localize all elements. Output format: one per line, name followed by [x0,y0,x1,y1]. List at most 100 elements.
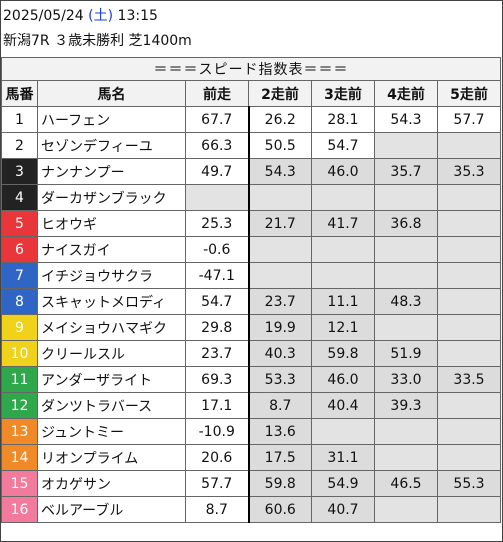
table-row: 12 ダンツトラバース 17.1 8.7 40.4 39.3 [1,392,501,419]
horse-number-cell: 2 [1,132,38,159]
speed-value-cell: 46.0 [311,366,375,393]
speed-value-cell [374,444,438,471]
speed-value-cell: 21.7 [248,210,312,237]
table-row: 11 アンダーザライト 69.3 53.3 46.0 33.0 33.5 [1,366,501,393]
speed-value-cell [248,236,312,263]
speed-value-cell [437,288,501,315]
speed-value-cell: 40.3 [248,340,312,367]
horse-number-cell: 5 [1,210,38,237]
speed-value-cell: 40.7 [311,496,375,523]
horse-number-cell: 4 [1,184,38,211]
speed-value-cell [248,262,312,289]
table-row: 1 ハーフェン 67.7 26.2 28.1 54.3 57.7 [1,106,501,133]
speed-value-cell: 54.7 [185,288,250,315]
speed-value-cell: 54.3 [374,106,438,133]
speed-value-cell: 31.1 [311,444,375,471]
horse-number-cell: 9 [1,314,38,341]
speed-value-cell: 36.8 [374,210,438,237]
speed-value-cell: 57.7 [185,470,250,497]
speed-value-cell: 25.3 [185,210,250,237]
horse-number-cell: 10 [1,340,38,367]
col-header-number: 馬番 [1,80,38,107]
speed-value-cell: 35.7 [374,158,438,185]
speed-value-cell: -47.1 [185,262,250,289]
horse-number-cell: 12 [1,392,38,419]
speed-value-cell [437,340,501,367]
horse-name-cell: ダーカザンブラック [37,184,186,211]
speed-value-cell: 8.7 [185,496,250,523]
speed-value-cell: 26.2 [248,106,312,133]
horse-name-cell: セゾンデフィーユ [37,132,186,159]
speed-value-cell: 23.7 [185,340,250,367]
table-row: 9 メイショウハマギク 29.8 19.9 12.1 [1,314,501,341]
speed-value-cell [311,236,375,263]
table-row: 10 クリールスル 23.7 40.3 59.8 51.9 [1,340,501,367]
speed-value-cell: 40.4 [311,392,375,419]
horse-name-cell: ジュントミー [37,418,186,445]
speed-value-cell: 53.3 [248,366,312,393]
horse-name-cell: スキャットメロディ [37,288,186,315]
speed-value-cell [437,262,501,289]
horse-name-cell: ベルアーブル [37,496,186,523]
speed-value-cell: 55.3 [437,470,501,497]
speed-value-cell: 20.6 [185,444,250,471]
horse-number-cell: 3 [1,158,38,185]
speed-value-cell: 57.7 [437,106,501,133]
race-date: 2025/05/24 [3,8,84,24]
race-datetime: 2025/05/24 (土) 13:15 [3,7,158,25]
speed-value-cell [437,314,501,341]
horse-name-cell: ハーフェン [37,106,186,133]
speed-value-cell: 49.7 [185,158,250,185]
speed-value-cell [374,418,438,445]
horse-name-cell: ダンツトラバース [37,392,186,419]
table-row: 14 リオンプライム 20.6 17.5 31.1 [1,444,501,471]
speed-value-cell: 66.3 [185,132,250,159]
speed-value-cell: 13.6 [248,418,312,445]
speed-value-cell: 12.1 [311,314,375,341]
speed-value-cell: 17.5 [248,444,312,471]
col-header-2: 2走前 [248,80,312,107]
speed-value-cell: -0.6 [185,236,250,263]
speed-value-cell: 28.1 [311,106,375,133]
speed-value-cell: 46.5 [374,470,438,497]
speed-value-cell: 35.3 [437,158,501,185]
speed-value-cell [374,132,438,159]
speed-value-cell: 54.3 [248,158,312,185]
speed-value-cell: 8.7 [248,392,312,419]
col-header-last: 前走 [185,80,249,107]
horse-number-cell: 8 [1,288,38,315]
speed-value-cell [374,236,438,263]
speed-value-cell [185,184,250,211]
speed-value-cell: 59.8 [311,340,375,367]
speed-value-cell: 11.1 [311,288,375,315]
speed-value-cell: 54.9 [311,470,375,497]
speed-value-cell: 59.8 [248,470,312,497]
speed-value-cell: 17.1 [185,392,250,419]
speed-value-cell: 60.6 [248,496,312,523]
table-row: 8 スキャットメロディ 54.7 23.7 11.1 48.3 [1,288,501,315]
column-header-row: 馬番 馬名 前走 2走前 3走前 4走前 5走前 [1,80,501,107]
speed-value-cell [311,184,375,211]
speed-value-cell [437,184,501,211]
table-row: 5 ヒオウギ 25.3 21.7 41.7 36.8 [1,210,501,237]
speed-value-cell: 39.3 [374,392,438,419]
horse-number-cell: 1 [1,106,38,133]
speed-value-cell: 48.3 [374,288,438,315]
speed-value-cell [374,496,438,523]
speed-value-cell [374,184,438,211]
table-row: 4 ダーカザンブラック [1,184,501,211]
horse-name-cell: ナンナンプー [37,158,186,185]
speed-value-cell [437,418,501,445]
speed-value-cell [311,262,375,289]
horse-name-cell: クリールスル [37,340,186,367]
speed-value-cell [437,210,501,237]
speed-value-cell [248,184,312,211]
speed-value-cell: 51.9 [374,340,438,367]
speed-value-cell [437,236,501,263]
table-banner: ＝＝＝スピード指数表＝＝＝ [1,57,501,81]
horse-number-cell: 16 [1,496,38,523]
race-time: 13:15 [117,8,158,24]
horse-name-cell: アンダーザライト [37,366,186,393]
col-header-4: 4走前 [374,80,438,107]
table-row: 7 イチジョウサクラ -47.1 [1,262,501,289]
